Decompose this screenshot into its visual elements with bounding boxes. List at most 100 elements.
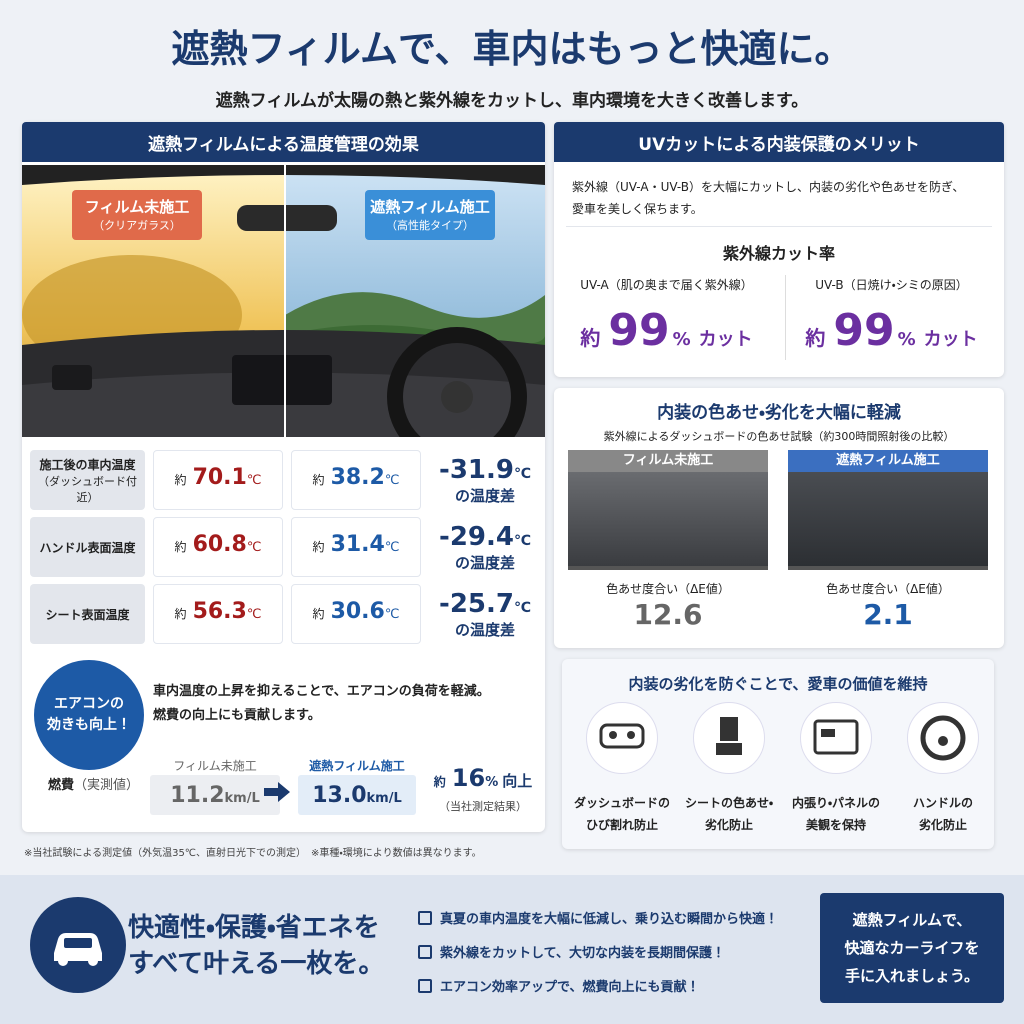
check-item: 真夏の車内温度を大幅に低減し、乗り込む瞬間から快適！ [418,908,778,927]
diff-note: の温度差 [454,486,515,505]
protect-text: ハンドルの 劣化防止 [893,792,993,836]
check-list: 真夏の車内温度を大幅に低減し、乗り込む瞬間から快適！ 紫外線をカットして、大切な内… [418,908,778,995]
panel-header: UVカットによる内装保護のメリット [554,122,1004,162]
temp-after: 約 30.6 ℃ [291,584,421,644]
value: 99 [833,305,895,356]
badge-line: 効きも向上！ [47,717,131,733]
fuel-after: 13.0 km/L [298,775,416,815]
slogan-line: すべて叶える一枚を。 [128,949,385,979]
protect-title: 内装の劣化を防ぐことで、愛車の価値を維持 [628,675,928,693]
label-line: ハンドル表面温度 [39,540,136,555]
row-label: シート表面温度 [30,584,145,644]
text-line: 内張り・パネルの [791,796,881,810]
panel-header: 遮熱フィルムによる温度管理の効果 [22,122,545,162]
value: 70.1 [192,465,247,490]
diff-note: の温度差 [454,620,515,639]
value: 16 [451,764,486,792]
prefix: 約 [433,775,446,789]
label-line: （ダッシュボード付近） [38,474,137,504]
value: 99 [608,305,670,356]
uv-label: UV-B（日焼け・シミの原因） [815,278,968,292]
text-line: 愛車を美しく保ちます。 [572,202,703,216]
value: 56.3 [192,599,247,624]
value: 31.4 [330,532,385,557]
title: 遮熱フィルムで、車内はもっと快適に。 [171,27,853,71]
uv-text: 紫外線（UV-A・UV-B）を大幅にカットし、内装の劣化や色あせを防ぎ、 愛車を… [572,176,964,220]
unit: ℃ [384,607,400,622]
fuel-gain: 約 16% 向上 [428,764,538,792]
protect-text: シートの色あせ・ 劣化防止 [679,792,779,836]
suffix: カット [698,329,753,350]
aircon-badge: エアコンの 効きも向上！ [34,660,144,770]
icon [716,717,742,755]
text-line: ダッシュボードの [573,796,670,810]
diff-value: -31.9 ℃ [439,455,531,485]
unit: % [672,329,691,350]
protect-icon [586,702,658,774]
badge-label: 遮熱フィルム施工 [370,198,490,216]
fuel-before: 11.2 km/L [150,775,280,815]
text-line: 紫外線（UV-A・UV-B）を大幅にカットし、内装の劣化や色あせを防ぎ、 [572,180,965,194]
check-text: エアコン効率アップで、燃費向上にも貢献！ [440,980,700,995]
arrow [264,782,290,802]
text-line: 劣化防止 [704,818,753,832]
check-item: エアコン効率アップで、燃費向上にも貢献！ [418,976,778,995]
unit: ℃ [246,540,262,555]
prefix: 約 [312,540,325,554]
icon [599,723,645,749]
label-note: （実測値） [74,778,140,793]
unit: ℃ [384,473,400,488]
badge-line: エアコンの [54,696,124,712]
temp-before: 約 70.1 ℃ [153,450,283,510]
divider [566,226,992,227]
fuel-note: （当社測定結果） [439,800,527,813]
value: -31.9 [439,454,514,485]
protect-icon [693,702,765,774]
unit: ℃ [246,473,262,488]
badge-sub: （高性能タイプ） [386,219,474,232]
diff-value: -25.7 ℃ [439,589,531,619]
cta-line: 快適なカーライフを [844,939,980,957]
uv-rate: 約 99% カット [554,305,779,356]
uv-rate: 約 99% カット [779,305,1004,356]
prefix: 約 [580,326,601,350]
prefix: 約 [174,607,187,621]
subtitle: 遮熱フィルムが太陽の熱と紫外線をカットし、車内環境を大きく改善します。 [215,91,809,111]
sample-photo [568,472,768,570]
check-item: 紫外線をカットして、大切な内装を長期間保護！ [418,942,778,961]
value: 38.2 [330,465,385,490]
unit: km/L [224,791,260,806]
fuel-before-label: フィルム未施工 [173,759,257,773]
footnote: ※当社試験による測定値（外気温35℃、直射日光下での測定） ※車種・環境により数… [24,848,482,859]
value: -25.7 [439,588,514,619]
prefix: 約 [174,540,187,554]
icon [920,715,966,761]
temp-after: 約 38.2 ℃ [291,450,421,510]
fade-subtitle: 紫外線によるダッシュボードの色あせ試験（約300時間照射後の比較） [603,430,955,443]
temp-diff: -29.4 ℃ の温度差 [430,517,540,577]
aircon-text: 車内温度の上昇を抑えることで、エアコンの負荷を軽減。 燃費の向上にも貢献します。 [153,680,490,728]
text-line: 車内温度の上昇を抑えることで、エアコンの負荷を軽減。 [153,684,490,699]
label-line: シート表面温度 [45,607,130,622]
label: 燃費 [48,778,75,793]
badge-before: フィルム未施工 （クリアガラス） [72,190,202,240]
protect-icon [800,702,872,774]
diff-value: -29.4 ℃ [439,522,531,552]
sample-value: 2.1 [863,598,913,631]
protect-text: 内張り・パネルの 美観を保持 [786,792,886,836]
unit: ℃ [514,599,531,616]
unit: ℃ [246,607,262,622]
check-text: 紫外線をカットして、大切な内装を長期間保護！ [440,946,725,961]
prefix: 約 [312,473,325,487]
badge-after: 遮熱フィルム施工 （高性能タイプ） [365,190,495,240]
unit: ℃ [514,465,531,482]
badge-label: フィルム未施工 [84,198,190,216]
temp-before: 約 56.3 ℃ [153,584,283,644]
temp-diff: -25.7 ℃ の温度差 [430,584,540,644]
rate-title: 紫外線カット率 [722,244,835,263]
suffix: カット [923,329,978,350]
prefix: 約 [312,607,325,621]
unit: % [485,775,499,790]
unit: ℃ [384,540,400,555]
protect-text: ダッシュボードの ひび割れ防止 [572,792,672,836]
